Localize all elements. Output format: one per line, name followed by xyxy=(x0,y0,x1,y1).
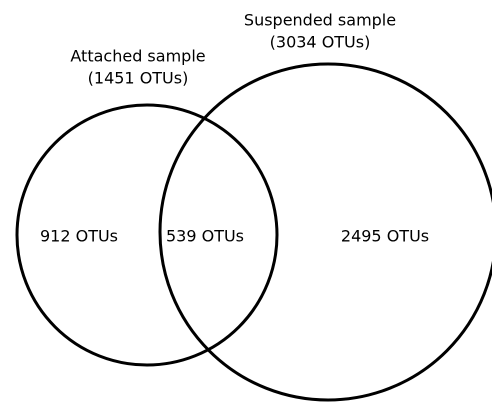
suspended-circle xyxy=(158,62,492,402)
region-label: 912 OTUs xyxy=(40,227,118,246)
set-name: Attached sample xyxy=(70,47,205,66)
set-count: (1451 OTUs) xyxy=(88,69,189,88)
set-count: (3034 OTUs) xyxy=(270,33,371,52)
region-label: 539 OTUs xyxy=(166,227,244,246)
set-name: Suspended sample xyxy=(244,11,396,30)
region-label: 2495 OTUs xyxy=(341,227,429,246)
attached-circle xyxy=(15,103,279,367)
